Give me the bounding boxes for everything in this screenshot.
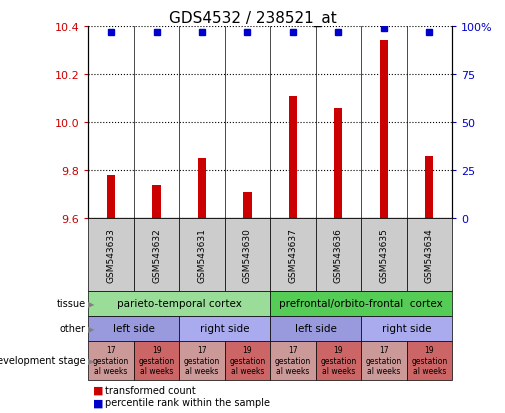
Bar [153, 185, 161, 219]
Text: GSM543635: GSM543635 [379, 228, 388, 282]
Text: 17
gestation
al weeks: 17 gestation al weeks [366, 346, 402, 375]
Text: GSM543631: GSM543631 [197, 228, 207, 282]
Text: 19
gestation
al weeks: 19 gestation al weeks [411, 346, 447, 375]
Text: right side: right side [200, 323, 249, 333]
Text: GDS4532 / 238521_at: GDS4532 / 238521_at [169, 10, 336, 26]
Bar [107, 176, 115, 219]
Text: ▶: ▶ [88, 299, 94, 308]
Text: ▶: ▶ [88, 324, 94, 333]
Bar [380, 41, 388, 219]
Text: 17
gestation
al weeks: 17 gestation al weeks [275, 346, 311, 375]
Bar [425, 157, 433, 219]
Text: GSM543636: GSM543636 [334, 228, 343, 282]
Bar [198, 159, 206, 219]
Text: ■: ■ [93, 385, 104, 395]
Text: right side: right side [382, 323, 431, 333]
Text: GSM543634: GSM543634 [425, 228, 434, 282]
Text: 17
gestation
al weeks: 17 gestation al weeks [93, 346, 129, 375]
Bar [289, 97, 297, 219]
Text: tissue: tissue [57, 299, 86, 309]
Text: 19
gestation
al weeks: 19 gestation al weeks [320, 346, 357, 375]
Bar [243, 192, 251, 219]
Text: 17
gestation
al weeks: 17 gestation al weeks [184, 346, 220, 375]
Text: other: other [60, 323, 86, 333]
Text: parieto-temporal cortex: parieto-temporal cortex [117, 299, 242, 309]
Text: GSM543630: GSM543630 [243, 228, 252, 282]
Text: left side: left side [295, 323, 336, 333]
Text: ▶: ▶ [88, 356, 94, 365]
Bar [334, 109, 342, 219]
Text: transformed count: transformed count [105, 385, 195, 395]
Text: GSM543637: GSM543637 [288, 228, 297, 282]
Text: GSM543633: GSM543633 [107, 228, 116, 282]
Text: 19
gestation
al weeks: 19 gestation al weeks [138, 346, 175, 375]
Text: 19
gestation
al weeks: 19 gestation al weeks [229, 346, 266, 375]
Text: GSM543632: GSM543632 [152, 228, 161, 282]
Text: percentile rank within the sample: percentile rank within the sample [105, 397, 270, 407]
Text: ■: ■ [93, 397, 104, 407]
Text: development stage: development stage [0, 355, 86, 366]
Text: left side: left side [113, 323, 155, 333]
Text: prefrontal/orbito-frontal  cortex: prefrontal/orbito-frontal cortex [279, 299, 443, 309]
